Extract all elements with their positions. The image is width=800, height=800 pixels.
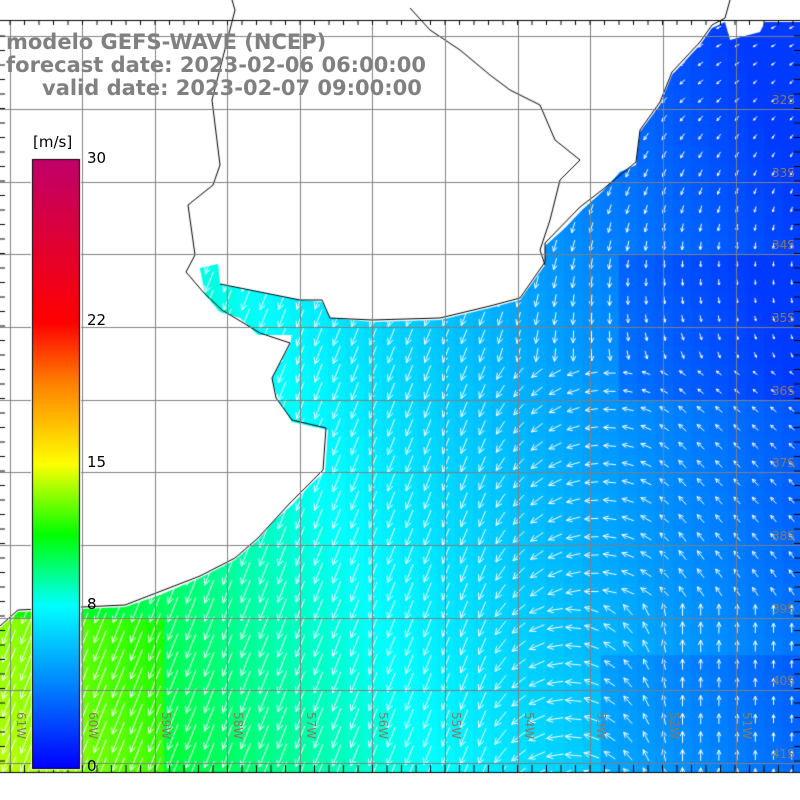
longitude-label: 53W (594, 712, 608, 740)
latitude-label: 38S (772, 529, 795, 543)
colorbar-units: [m/s] (33, 133, 73, 151)
colorbar-tick-label: 8 (87, 594, 97, 613)
colorbar-tick-label: 30 (87, 149, 107, 167)
longitude-label: 57W (304, 712, 318, 740)
latitude-label: 34S (772, 238, 795, 252)
latitude-label: 32S (772, 93, 795, 107)
colorbar-tick-label: 0 (87, 757, 97, 775)
colorbar-tick-label: 15 (87, 453, 107, 471)
longitude-label: 58W (231, 712, 245, 740)
latitude-label: 41S (772, 747, 795, 761)
longitude-label: 54W (522, 712, 536, 740)
longitude-label: 52W (667, 712, 681, 740)
longitude-label: 59W (159, 712, 173, 740)
model-title: modelo GEFS-WAVE (NCEP) (6, 30, 327, 54)
latitude-label: 40S (772, 674, 795, 688)
latitude-label: 33S (772, 166, 795, 180)
latitude-label: 37S (772, 456, 795, 470)
colorbar-tick-label: 22 (87, 311, 107, 330)
longitude-label: 56W (376, 712, 390, 740)
longitude-label: 55W (449, 712, 463, 740)
longitude-label: 60W (86, 712, 100, 740)
longitude-label: 51W (740, 712, 754, 740)
forecast-date: forecast date: 2023-02-06 06:00:00 (6, 53, 426, 77)
valid-date: valid date: 2023-02-07 09:00:00 (42, 76, 422, 100)
longitude-label: 61W (14, 712, 28, 740)
latitude-label: 35S (772, 311, 795, 325)
latitude-label: 39S (772, 602, 795, 616)
latitude-label: 36S (772, 384, 795, 398)
